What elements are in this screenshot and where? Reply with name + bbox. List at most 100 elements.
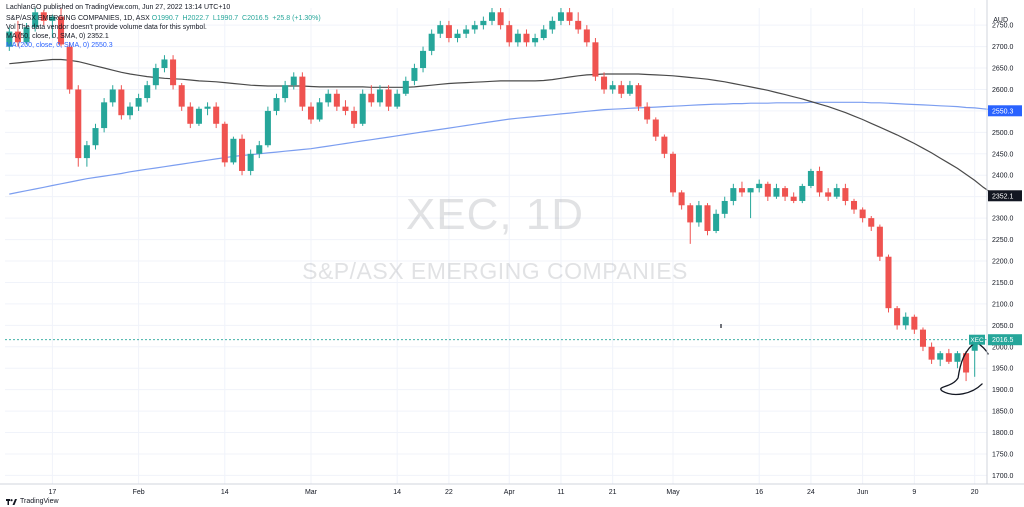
candle[interactable] bbox=[859, 207, 866, 223]
candle[interactable] bbox=[402, 76, 409, 96]
candle[interactable] bbox=[669, 151, 677, 197]
candle[interactable] bbox=[833, 183, 840, 199]
candle[interactable] bbox=[816, 166, 823, 197]
candle[interactable] bbox=[420, 46, 427, 73]
candle[interactable] bbox=[316, 98, 323, 122]
candle[interactable] bbox=[463, 25, 470, 39]
candle[interactable] bbox=[506, 20, 513, 47]
candle[interactable] bbox=[894, 306, 901, 330]
symbol-line[interactable]: S&P/ASX EMERGING COMPANIES, 1D, ASX bbox=[6, 15, 150, 22]
candle[interactable] bbox=[437, 20, 444, 39]
candle[interactable] bbox=[135, 93, 142, 111]
candle[interactable] bbox=[178, 83, 185, 111]
candle[interactable] bbox=[523, 29, 530, 47]
candle[interactable] bbox=[764, 181, 771, 201]
candle[interactable] bbox=[635, 83, 642, 111]
candle[interactable] bbox=[376, 85, 383, 107]
candle[interactable] bbox=[730, 183, 737, 206]
candle[interactable] bbox=[480, 16, 487, 30]
candle[interactable] bbox=[954, 351, 961, 369]
candle[interactable] bbox=[782, 185, 789, 201]
candle[interactable] bbox=[195, 106, 202, 126]
candle[interactable] bbox=[747, 188, 754, 219]
candle[interactable] bbox=[445, 20, 452, 43]
candle[interactable] bbox=[919, 327, 926, 352]
candle[interactable] bbox=[428, 29, 435, 56]
candle[interactable] bbox=[756, 179, 763, 193]
ma200-legend[interactable]: MA (200, close, 0, SMA, 0) 2550.3 bbox=[6, 42, 113, 49]
candle[interactable] bbox=[963, 351, 970, 382]
candle[interactable] bbox=[713, 209, 720, 234]
candle[interactable] bbox=[721, 196, 728, 219]
candle[interactable] bbox=[221, 121, 228, 167]
candle[interactable] bbox=[342, 100, 349, 116]
candle[interactable] bbox=[626, 80, 633, 96]
candle[interactable] bbox=[911, 314, 918, 334]
candle[interactable] bbox=[368, 85, 375, 107]
candle[interactable] bbox=[204, 102, 211, 116]
candle[interactable] bbox=[704, 203, 711, 236]
candle[interactable] bbox=[695, 200, 702, 227]
candle[interactable] bbox=[661, 134, 668, 159]
candle[interactable] bbox=[652, 117, 659, 141]
candle[interactable] bbox=[618, 80, 625, 99]
candle[interactable] bbox=[842, 183, 849, 206]
candle[interactable] bbox=[359, 89, 366, 126]
candle[interactable] bbox=[230, 136, 237, 165]
candle[interactable] bbox=[738, 181, 745, 197]
candle[interactable] bbox=[583, 25, 590, 47]
candle[interactable] bbox=[644, 102, 651, 124]
candle[interactable] bbox=[264, 106, 271, 148]
candle[interactable] bbox=[609, 80, 616, 94]
candle[interactable] bbox=[282, 80, 289, 103]
candle[interactable] bbox=[213, 102, 220, 129]
candle[interactable] bbox=[152, 63, 159, 90]
candle[interactable] bbox=[885, 254, 892, 313]
candle[interactable] bbox=[557, 8, 564, 26]
candle[interactable] bbox=[687, 203, 694, 244]
candle[interactable] bbox=[101, 98, 108, 133]
candle[interactable] bbox=[488, 8, 496, 26]
candle[interactable] bbox=[6, 27, 13, 51]
candle[interactable] bbox=[497, 8, 504, 30]
ma50-legend[interactable]: MA (50, close, 0, SMA, 0) 2352.1 bbox=[6, 33, 109, 40]
candle[interactable] bbox=[799, 183, 806, 204]
candle[interactable] bbox=[23, 23, 30, 45]
candle[interactable] bbox=[566, 8, 573, 26]
candle[interactable] bbox=[126, 102, 133, 120]
candle[interactable] bbox=[928, 342, 935, 364]
candle[interactable] bbox=[532, 33, 539, 47]
candle[interactable] bbox=[49, 14, 56, 39]
candle[interactable] bbox=[394, 89, 401, 109]
candle[interactable] bbox=[170, 55, 177, 90]
candle[interactable] bbox=[58, 8, 65, 47]
candle[interactable] bbox=[325, 89, 332, 107]
candle[interactable] bbox=[75, 85, 82, 167]
candle[interactable] bbox=[256, 140, 263, 159]
candle[interactable] bbox=[385, 85, 392, 111]
candle[interactable] bbox=[851, 198, 858, 214]
candle[interactable] bbox=[307, 102, 315, 124]
candle[interactable] bbox=[945, 348, 952, 364]
candle[interactable] bbox=[351, 106, 358, 129]
candle[interactable] bbox=[66, 42, 73, 94]
candle[interactable] bbox=[32, 8, 39, 32]
candle[interactable] bbox=[592, 38, 599, 81]
candle[interactable] bbox=[118, 85, 125, 120]
candle[interactable] bbox=[575, 12, 582, 34]
candle[interactable] bbox=[678, 190, 685, 210]
candle[interactable] bbox=[144, 80, 151, 103]
candle[interactable] bbox=[83, 140, 90, 167]
candle[interactable] bbox=[290, 72, 297, 90]
candle[interactable] bbox=[514, 29, 521, 47]
candle[interactable] bbox=[868, 215, 875, 231]
candle[interactable] bbox=[161, 55, 168, 73]
candle[interactable] bbox=[876, 224, 883, 262]
candle[interactable] bbox=[299, 72, 306, 111]
candle[interactable] bbox=[825, 188, 832, 201]
candle[interactable] bbox=[549, 16, 556, 34]
candle[interactable] bbox=[790, 192, 797, 204]
candle[interactable] bbox=[937, 351, 944, 367]
candle[interactable] bbox=[109, 85, 116, 107]
